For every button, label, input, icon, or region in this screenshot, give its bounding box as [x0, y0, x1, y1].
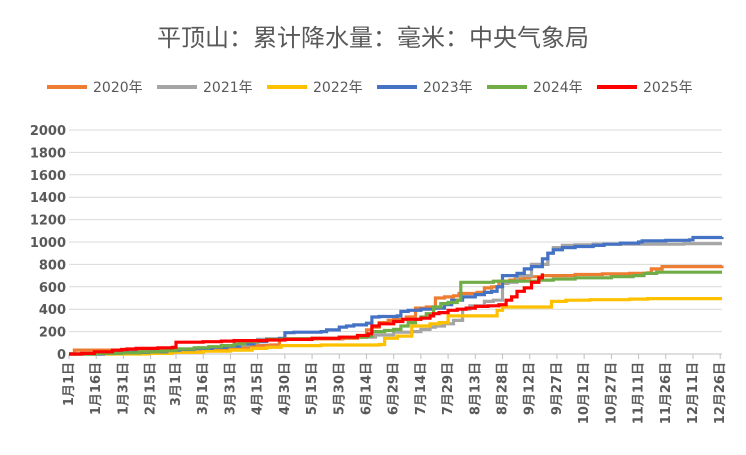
x-tick-label: 4月30日	[278, 362, 293, 415]
chart-title: 平顶山：累计降水量：毫米：中央气象局	[157, 24, 589, 52]
legend: 2020年 2021年 2022年 2023年 2024年 2025年	[47, 80, 693, 96]
x-tick-label: 1月1日	[62, 362, 77, 406]
y-tick-label: 200	[39, 326, 66, 341]
x-tick-label: 12月26日	[713, 362, 728, 424]
y-tick-label: 1400	[30, 191, 66, 206]
legend-label: 2021年	[203, 80, 253, 96]
x-tick-label: 11月26日	[659, 362, 674, 424]
x-tick-label: 11月11日	[632, 362, 647, 424]
y-tick-label: 1600	[30, 169, 66, 184]
x-tick-label: 12月11日	[686, 362, 701, 424]
x-tick-label: 9月27日	[550, 362, 565, 415]
x-tick-label: 6月14日	[359, 362, 374, 415]
y-tick-label: 1000	[30, 236, 66, 251]
x-tick-label: 8月28日	[496, 362, 511, 415]
x-tick-label: 2月15日	[144, 362, 159, 415]
y-tick-label: 600	[39, 281, 66, 296]
legend-label: 2020年	[93, 80, 143, 96]
x-tick-label: 9月12日	[523, 362, 538, 415]
x-tick-label: 7月14日	[414, 362, 429, 415]
series-line-2025年	[69, 273, 544, 356]
x-tick-label: 7月29日	[441, 362, 456, 415]
x-tick-label: 8月13日	[468, 362, 483, 415]
x-tick-label: 4月15日	[251, 362, 266, 415]
legend-label: 2025年	[643, 80, 693, 96]
legend-label: 2022年	[313, 80, 363, 96]
x-tick-label: 5月30日	[332, 362, 347, 415]
y-tick-label: 1800	[30, 146, 66, 161]
x-tick-label: 1月16日	[89, 362, 104, 415]
x-tick-label: 5月15日	[305, 362, 320, 415]
legend-label: 2024年	[533, 80, 583, 96]
series-line-2024年	[69, 270, 722, 356]
y-tick-label: 2000	[30, 124, 66, 139]
x-axis-ticks: 1月1日 1月16日 1月31日 2月15日 3月1日 3月16日 3月31日 4月15日 4月…	[62, 354, 728, 424]
y-tick-label: 0	[57, 348, 66, 363]
x-tick-label: 6月29日	[387, 362, 402, 415]
legend-label: 2023年	[423, 80, 473, 96]
x-tick-label: 3月31日	[223, 362, 238, 415]
x-tick-label: 3月16日	[196, 362, 211, 415]
series-group	[69, 235, 724, 356]
series-line-2020年	[69, 265, 724, 356]
x-tick-label: 10月27日	[604, 362, 619, 424]
x-tick-label: 1月31日	[116, 362, 131, 415]
x-tick-label: 3月1日	[169, 362, 184, 406]
y-tick-label: 1200	[30, 214, 66, 229]
series-line-2023年	[69, 235, 724, 356]
x-tick-label: 10月12日	[577, 362, 592, 424]
grid	[69, 129, 722, 355]
y-axis-ticks: 0 200 400 600 800 1000 1200 1400 1600 1800 2000	[30, 124, 66, 363]
series-line-2022年	[69, 297, 722, 356]
y-tick-label: 800	[39, 258, 66, 273]
y-tick-label: 400	[39, 303, 66, 318]
